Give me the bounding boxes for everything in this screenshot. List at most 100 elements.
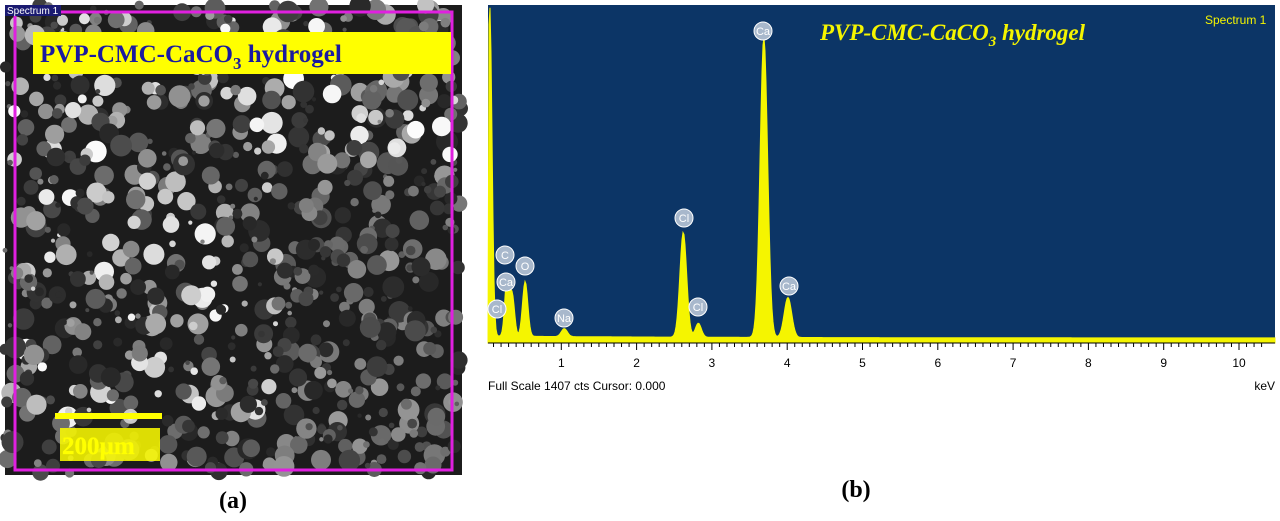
grain [348,388,354,394]
grain [147,287,165,305]
grain [314,366,327,379]
grain [147,138,153,144]
grain [189,120,206,136]
grain [385,224,400,239]
grain [253,196,258,201]
peak-label: C [501,250,509,262]
grain [190,203,207,220]
grain [442,146,458,163]
grain [260,111,283,134]
grain [363,286,374,298]
grain [232,115,251,134]
grain [335,381,352,398]
sem-image [0,0,468,481]
grain [76,197,94,215]
panel-a-title: PVP-CMC-CaCO3 hydrogel [40,41,342,73]
spectrum-tag: Spectrum 1 [1205,13,1267,27]
grain [242,251,259,268]
grain [447,439,461,453]
grain [106,389,119,402]
grain [336,286,342,293]
grain [9,25,26,42]
grain [440,446,451,457]
grain [165,171,186,192]
x-unit: keV [1254,379,1275,393]
grain [155,84,166,96]
grain [346,140,363,156]
grain [429,200,445,216]
grain [293,266,303,276]
grain [405,245,416,256]
grain [347,169,363,186]
grain [124,257,142,275]
grain [377,322,397,342]
grain [230,84,241,96]
grain [269,258,276,265]
grain [68,355,88,374]
title-part: PVP-CMC-CaCO [40,41,233,68]
grain [199,286,216,302]
grain [342,339,350,347]
grain [123,395,139,411]
grain [357,413,362,418]
grain [371,194,391,215]
grain [261,379,277,395]
grain [128,132,149,153]
grain [232,208,243,219]
grain [385,108,394,118]
grain [44,251,56,263]
grain [323,434,333,444]
grain [243,141,253,152]
grain [367,255,387,275]
peak-marker [515,256,535,276]
grain [276,262,293,279]
spectrum-area [488,5,1275,343]
grain [11,267,24,280]
grain [93,318,102,327]
grain [0,449,17,469]
grain [406,120,425,139]
peak-marker [487,299,507,319]
grain [336,253,351,267]
grain [258,330,265,338]
grain [330,293,339,302]
grain [7,323,13,328]
grain [66,318,75,327]
grain [16,196,26,206]
grain [164,264,180,280]
grain [70,271,86,287]
grain [215,304,227,315]
x-tick-label: 5 [859,356,866,370]
grain [61,117,77,133]
grain [414,462,427,475]
grain [138,149,157,168]
grain [356,113,367,124]
grain [177,192,196,211]
grain [454,401,460,407]
grain [110,134,132,157]
grain [232,151,239,158]
grain [338,449,361,472]
grain [250,365,257,372]
grain [223,14,233,24]
grain [372,208,377,213]
grain [1,431,24,454]
grain [352,438,368,454]
grain [298,343,317,363]
grain [281,95,296,110]
grain [69,301,77,309]
grain [362,90,382,110]
grain [430,159,437,165]
grain [298,198,314,213]
grain [74,323,92,341]
title-part: hydrogel [996,20,1085,45]
scale-label-bg [60,428,160,461]
grain [388,422,395,429]
grain [127,215,141,229]
grain [131,345,148,362]
grain [52,108,63,119]
grain [102,233,120,252]
grain [90,5,97,12]
x-tick-label: 4 [784,356,791,370]
